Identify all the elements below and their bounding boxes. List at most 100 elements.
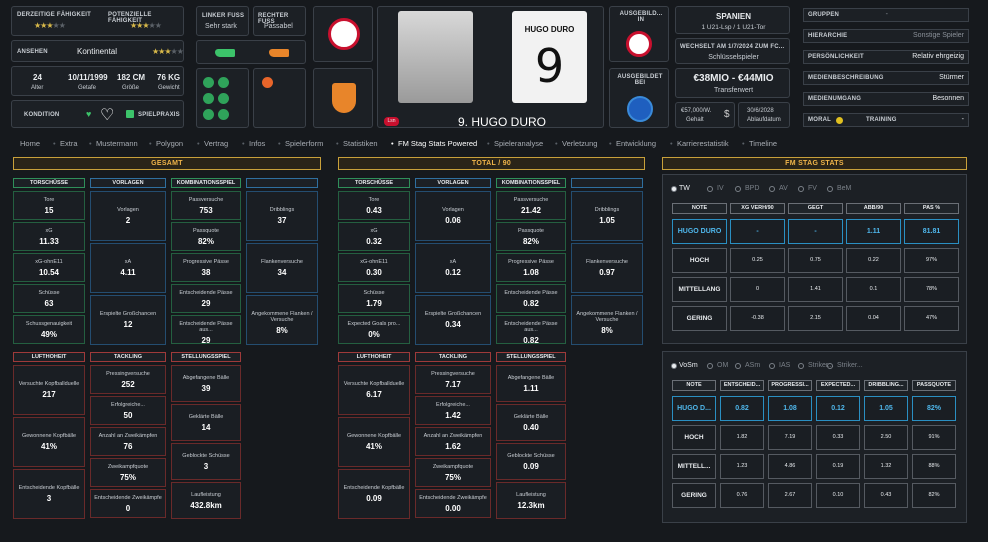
stat-value: 1.62 — [445, 441, 461, 451]
stag2-tab-0[interactable]: VoSm — [679, 362, 698, 369]
groups-value: - — [885, 11, 888, 18]
group-blank — [571, 178, 643, 188]
stat-kom-1: Passquote 82% — [496, 222, 566, 251]
nav-tab-9[interactable]: Spieleranalyse — [494, 139, 544, 148]
stag2-tab-2[interactable]: ASm — [745, 362, 761, 369]
stat-value: 0.09 — [366, 494, 382, 503]
trait-icon-3 — [203, 93, 214, 104]
stag1-tab-4[interactable]: FV — [808, 185, 817, 192]
stat-value: 0.32 — [366, 236, 382, 246]
nav-tab-6[interactable]: Spielerform — [285, 139, 324, 148]
nav-tab-8[interactable]: FM Stag Stats Powered — [398, 139, 478, 148]
stat-value: 8% — [276, 326, 288, 335]
transfer-value-label: Transferwert — [713, 87, 754, 94]
stag1-radio-3[interactable] — [769, 186, 775, 192]
stag2-cell-2-2: 4.86 — [768, 454, 812, 479]
stat-label: Erspielte Großchancen — [424, 311, 482, 317]
left-boot-icon — [215, 49, 235, 57]
stag1-radio-0[interactable] — [671, 186, 677, 192]
nav-dot-4: • — [197, 139, 200, 148]
stat-value: 0.82 — [523, 298, 539, 308]
stag1-radio-5[interactable] — [827, 186, 833, 192]
trained-in-box: AUSGEBILD... IN — [609, 6, 669, 62]
stag2-tab-1[interactable]: OM — [717, 362, 729, 369]
stat-label: Dribblings — [594, 207, 620, 213]
trained-at-box: AUSGEBILDET BEI — [609, 68, 669, 128]
nav-tab-12[interactable]: Karrierestatistik — [677, 139, 729, 148]
nav-dot-12: • — [670, 139, 673, 148]
age-label: Alter — [31, 85, 44, 91]
stat-value: 0.40 — [523, 422, 539, 432]
right-foot-value: Passabel — [264, 23, 293, 30]
stag1-tab-2[interactable]: BPD — [745, 185, 760, 192]
stag2-radio-2[interactable] — [735, 363, 741, 369]
stat-dri-0: Dribblings 1.05 — [571, 191, 643, 241]
stat-label: Entscheidende Zweikämpfe — [419, 494, 487, 501]
stag1-cell-1-3: 0.22 — [846, 248, 901, 273]
stat-value: 3 — [203, 461, 209, 471]
stat-tac-1: Erfolgreiche... 1.42 — [415, 396, 491, 425]
header-gesamt: GESAMT — [13, 157, 321, 170]
nav-tab-11[interactable]: Entwicklung — [616, 139, 657, 148]
nav-tab-2[interactable]: Mustermann — [96, 139, 138, 148]
nav-tab-4[interactable]: Vertrag — [204, 139, 229, 148]
nav-tab-5[interactable]: Infos — [249, 139, 266, 148]
stat-kom-0: Passversuche 753 — [171, 191, 241, 220]
stat-label: Abgefangene Bälle — [182, 374, 230, 381]
media-handling-row: MEDIENUMGANG Besonnen — [803, 92, 969, 106]
trait-icon-4 — [218, 93, 229, 104]
stag1-cell-2-1: 0 — [730, 277, 785, 302]
stag2-tab-3[interactable]: IAS — [779, 362, 791, 369]
stag2-radio-4[interactable] — [798, 363, 804, 369]
stat-kom-4: Entscheidende Pässe aus... 29 — [171, 315, 241, 345]
stag1-radio-4[interactable] — [798, 186, 804, 192]
stag1-tab-3[interactable]: AV — [779, 185, 788, 192]
stag2-cell-1-2: 7.19 — [768, 425, 812, 450]
traits-box — [196, 68, 249, 128]
stat-label: Passquote — [193, 227, 219, 234]
stat-value: 3 — [46, 494, 52, 503]
stat-ste-2: Geblockte Schüsse 3 — [171, 443, 241, 480]
stag2-radio-1[interactable] — [707, 363, 713, 369]
stat-tor-0: Tore 0.43 — [338, 191, 410, 220]
contract-box: 30/6/2028 Ablaufdatum — [738, 102, 790, 128]
personality-label: PERSÖNLICHKEIT — [808, 54, 864, 60]
stag1-tab-5[interactable]: BeM — [837, 185, 852, 192]
stag2-cell-0-4: 1.05 — [864, 396, 908, 421]
player-portrait — [398, 11, 473, 103]
stag1-cell-3-1: -0.38 — [730, 306, 785, 331]
stag2-radio-0[interactable] — [671, 363, 677, 369]
nav-tab-13[interactable]: Timeline — [749, 139, 778, 148]
transfer-box: WECHSELT AM 1/7/2024 ZUM FC... Schlüssel… — [675, 38, 790, 64]
stat-label: Laufleistung — [191, 491, 221, 498]
stag2-radio-5[interactable] — [827, 363, 833, 369]
morale-row: MORAL TRAINING - — [803, 113, 969, 127]
stat-value: 0.09 — [523, 461, 539, 471]
stag2-radio-3[interactable] — [769, 363, 775, 369]
stag1-radio-1[interactable] — [707, 186, 713, 192]
stag2-tab-5[interactable]: Striker... — [837, 362, 863, 369]
shirt-graphic: HUGO DURO 9 — [512, 11, 587, 103]
stag1-tab-1[interactable]: IV — [717, 185, 724, 192]
stat-value: 34 — [277, 268, 287, 277]
stat-value: 14 — [201, 422, 211, 432]
header-fmstag: FM STAG STATS — [662, 157, 967, 170]
stag1-col-3: ABB/90 — [846, 203, 901, 214]
nav-tab-1[interactable]: Extra — [60, 139, 78, 148]
stag2-cell-1-0: HOCH — [672, 425, 716, 450]
stat-label: Pressingversuche — [106, 370, 150, 377]
media-handling-value: Besonnen — [932, 95, 964, 102]
nav-tab-7[interactable]: Statistiken — [343, 139, 378, 148]
stag1-cell-3-3: 0.04 — [846, 306, 901, 331]
nav-tab-3[interactable]: Polygon — [156, 139, 184, 148]
stag2-tab-4[interactable]: Striker... — [808, 362, 834, 369]
stag1-radio-2[interactable] — [735, 186, 741, 192]
trained-in-rfef-icon — [626, 31, 652, 57]
group-kombi: KOMBINATIONSSPIEL — [171, 178, 241, 188]
nav-tab-10[interactable]: Verletzung — [562, 139, 598, 148]
nav-tab-0[interactable]: Home — [20, 139, 41, 148]
stag1-tab-0[interactable]: TW — [679, 185, 690, 192]
stag2-col-1: ENTSCHEID... — [720, 380, 764, 391]
potential-ability-stars: ★★★★★ — [130, 21, 162, 30]
stat-value: 38 — [201, 267, 211, 277]
